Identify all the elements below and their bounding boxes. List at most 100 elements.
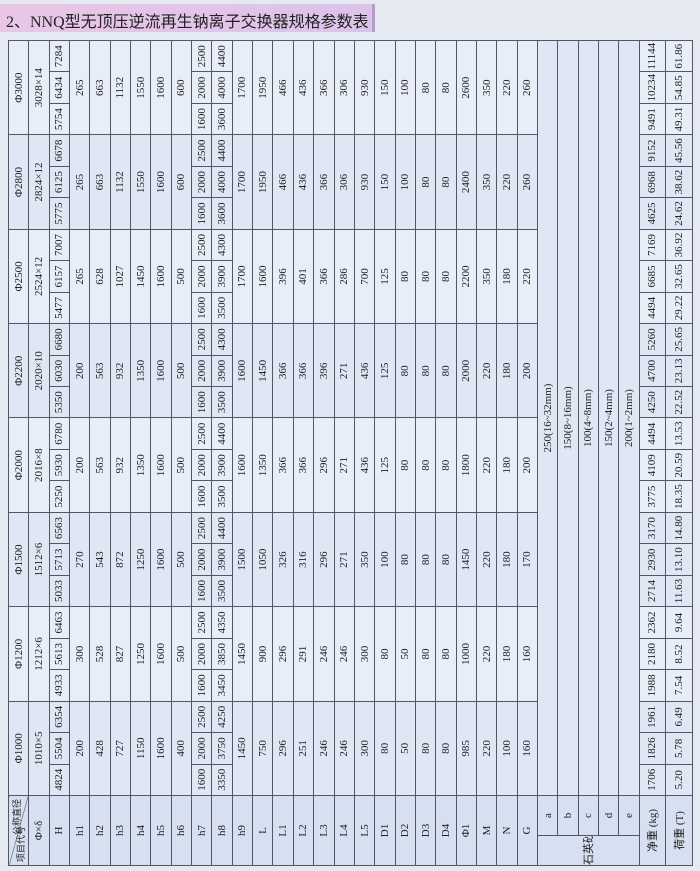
value-cell: 80 xyxy=(435,418,457,513)
table-row: e 200(1~2mm) xyxy=(618,40,640,866)
value-cell: 4300 xyxy=(211,323,233,356)
value-cell: 1350 xyxy=(130,323,151,418)
value-cell: 9491 xyxy=(639,103,666,135)
value-cell: 3500 xyxy=(211,292,233,324)
value-cell: 1950 xyxy=(252,40,273,135)
value-cell: 396 xyxy=(272,229,294,324)
value-cell: 286 xyxy=(334,229,355,324)
value-cell: 29.22 xyxy=(665,292,693,324)
value-cell: 4350 xyxy=(211,606,233,639)
value-cell: 6563 xyxy=(49,512,70,544)
value-cell: 932 xyxy=(110,418,131,513)
value-cell: 1150 xyxy=(130,701,151,796)
value-cell: 1600 xyxy=(191,292,212,324)
corner-cell: 公称直径 项目代号 xyxy=(8,795,29,866)
value-cell: 1600 xyxy=(191,103,212,135)
value-cell: 125 xyxy=(374,229,396,324)
row-label: h6 xyxy=(171,795,192,866)
value-cell: 4700 xyxy=(639,355,666,387)
value-cell: 150 xyxy=(374,40,396,135)
value-cell: 528 xyxy=(89,606,111,702)
value-cell: 7169 xyxy=(639,229,666,261)
value-cell: 663 xyxy=(89,134,111,230)
value-cell: 271 xyxy=(334,512,355,607)
value-cell: 930 xyxy=(354,134,375,230)
value-cell: 2000 xyxy=(456,323,477,418)
value-cell: 1826 xyxy=(639,732,666,765)
title-banner: 2、NNQ型无顶压逆流再生钠离子交换器规格参数表 xyxy=(0,4,375,32)
value-cell: 1250 xyxy=(130,606,151,702)
value-cell: 396 xyxy=(313,323,334,418)
value-cell: 296 xyxy=(272,606,294,702)
value-cell: 49.31 xyxy=(665,103,693,135)
value-cell: 200 xyxy=(517,418,538,513)
value-cell: 5260 xyxy=(639,323,666,356)
value-cell: 1250 xyxy=(130,512,151,607)
row-label: 荷重 (T) xyxy=(665,795,693,866)
value-cell: 400 xyxy=(171,701,192,796)
value-cell: 2000 xyxy=(191,449,212,481)
value-cell: 23.13 xyxy=(665,355,693,387)
value-cell: 1450 xyxy=(130,229,151,324)
table-row: 公称直径 项目代号 Φ1000 Φ1200 Φ1500 Φ2000 Φ2200 Φ2500 Φ2… xyxy=(8,40,29,866)
value-cell: 563 xyxy=(89,323,111,418)
value-cell: 180 xyxy=(496,323,518,418)
table-row: D3 80 80 80 80 80 80 80 80 xyxy=(415,40,436,866)
value-cell: 150(8~16mm) xyxy=(557,40,579,796)
value-cell: 1132 xyxy=(110,134,131,230)
value-cell: 4400 xyxy=(211,134,233,167)
value-cell: 350 xyxy=(476,40,497,135)
value-cell: 100 xyxy=(374,512,396,607)
value-cell: 2000 xyxy=(191,71,212,104)
value-cell: 727 xyxy=(110,701,131,796)
value-cell: 2500 xyxy=(191,323,212,356)
value-cell: 6463 xyxy=(49,606,70,639)
value-cell: 160 xyxy=(517,606,538,702)
value-cell: 2000 xyxy=(191,543,212,576)
spec-table: 公称直径 项目代号 Φ1000 Φ1200 Φ1500 Φ2000 Φ2200 Φ2500 Φ2… xyxy=(8,40,693,866)
value-cell: 3500 xyxy=(211,480,233,513)
value-cell: 5754 xyxy=(49,103,70,135)
value-cell: 1700 xyxy=(232,134,253,230)
value-cell: 80 xyxy=(374,701,396,796)
value-cell: 1800 xyxy=(456,418,477,513)
row-label: D3 xyxy=(415,795,436,866)
value-cell: 306 xyxy=(334,134,355,230)
row-label: h4 xyxy=(130,795,151,866)
value-cell: 6.49 xyxy=(665,701,693,733)
value-cell: 9152 xyxy=(639,134,666,167)
value-cell: 1132 xyxy=(110,40,131,135)
table-row: h5 1600 1600 1600 1600 1600 1600 1600 1600 xyxy=(150,40,172,866)
value-cell: 3850 xyxy=(211,638,233,670)
value-cell: 2714 xyxy=(639,575,666,607)
value-cell: 5.78 xyxy=(665,732,693,765)
value-cell: 1950 xyxy=(252,134,273,230)
table-row: c 100(4~8mm) xyxy=(578,40,599,866)
table-row: L 750 900 1050 1350 1450 1600 1950 1950 xyxy=(252,40,273,866)
value-cell: 296 xyxy=(313,512,334,607)
value-cell: 7007 xyxy=(49,229,70,261)
table-wrap: 公称直径 项目代号 Φ1000 Φ1200 Φ1500 Φ2000 Φ2200 Φ2500 Φ2… xyxy=(8,40,693,866)
value-cell: 220 xyxy=(476,512,497,607)
value-cell: 4250 xyxy=(639,386,666,418)
value-cell: 3450 xyxy=(211,669,233,702)
model-header: Φ3000 xyxy=(8,40,29,135)
value-cell: 1512×6 xyxy=(28,512,50,607)
value-cell: 5713 xyxy=(49,543,70,576)
value-cell: 6354 xyxy=(49,701,70,733)
row-label: h9 xyxy=(232,795,253,866)
value-cell: 1450 xyxy=(232,701,253,796)
value-cell: 11.63 xyxy=(665,575,693,607)
value-cell: 2500 xyxy=(191,606,212,639)
row-label: D2 xyxy=(395,795,416,866)
value-cell: 5250 xyxy=(49,480,70,513)
value-cell: 1050 xyxy=(252,512,273,607)
value-cell: 220 xyxy=(496,40,518,135)
row-label: e xyxy=(618,795,640,836)
value-cell: 80 xyxy=(415,512,436,607)
table-row: h1 200 300 270 200 200 265 265 265 xyxy=(69,40,90,866)
value-cell: 2000 xyxy=(191,355,212,387)
value-cell: 200(1~2mm) xyxy=(618,40,640,796)
value-cell: 6434 xyxy=(49,71,70,104)
model-header: Φ1500 xyxy=(8,512,29,607)
